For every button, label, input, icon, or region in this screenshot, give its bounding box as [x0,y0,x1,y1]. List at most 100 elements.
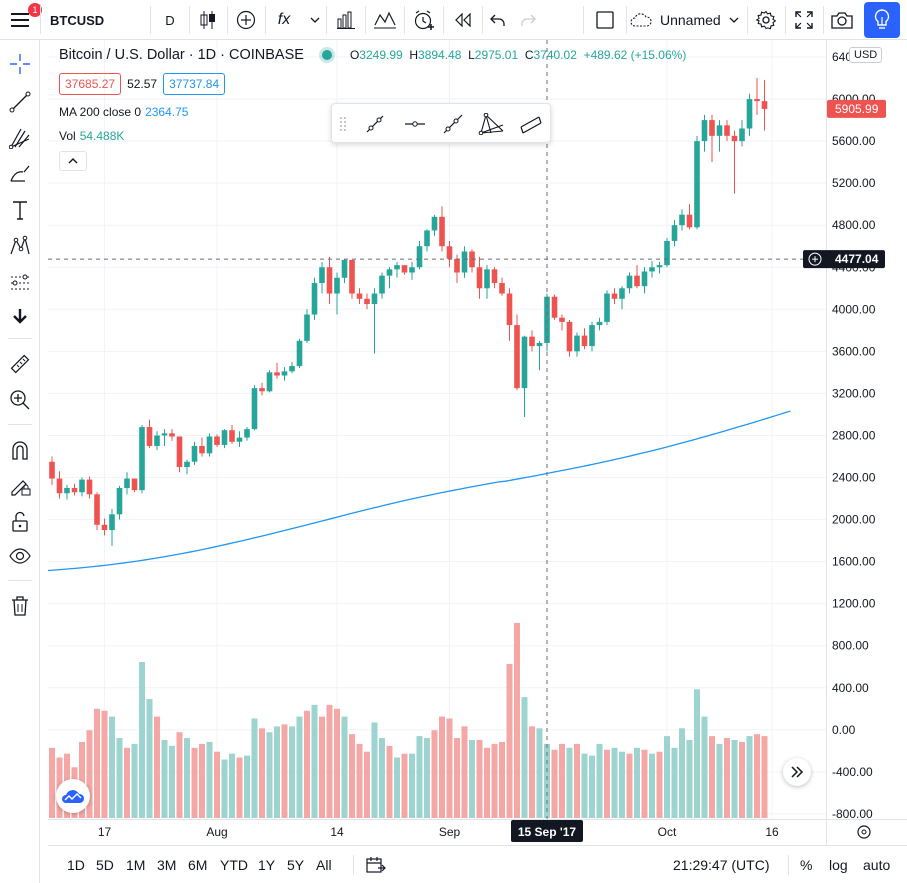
candle-body [416,246,423,268]
volume-bar [424,738,430,818]
candle-body [281,371,288,376]
volume-bar [431,730,438,818]
volume-bar [304,710,310,818]
candle-body [679,214,685,226]
magnet-tool[interactable] [4,434,36,466]
utc-clock[interactable]: 21:29:47 (UTC) [673,857,770,873]
volume-bar [551,749,558,818]
range-1m[interactable]: 1M [126,857,146,873]
volume-bar [139,662,145,818]
stay-in-drawing-mode[interactable] [4,470,36,502]
indicator-templates-button[interactable] [366,0,404,40]
chart-style-button[interactable] [190,0,226,40]
interval-button[interactable]: D [165,12,175,28]
candle-body [581,335,588,347]
remove-drawings-button[interactable] [4,590,36,622]
range-1d[interactable]: 1D [67,857,85,873]
symbol-search-button[interactable]: BTCUSD [50,12,105,28]
trend-line-tool[interactable] [358,108,392,140]
compare-symbol-button[interactable] [228,0,264,40]
select-layout-button[interactable] [585,0,625,40]
range-3m[interactable]: 3M [157,857,177,873]
measure-tool[interactable] [4,348,36,380]
brush-tool[interactable] [4,158,36,190]
financials-button[interactable] [327,0,365,40]
go-to-date-button[interactable] [366,846,386,883]
bar-replay-button[interactable] [444,0,482,40]
horizontal-line-tool[interactable] [398,108,432,140]
volume-bar [319,716,325,818]
volume-bar [296,716,303,818]
zoom-in-tool[interactable] [4,384,36,416]
rewind-icon [455,13,471,27]
magnet-icon [12,441,28,460]
candle-body [566,321,573,352]
time-tick-label: Oct [658,825,677,839]
divider [40,6,41,34]
create-alert-button[interactable] [405,0,443,40]
main-menu-button[interactable]: 1 [0,0,42,40]
pattern-tool[interactable] [4,230,36,262]
chart-settings-button[interactable] [748,0,784,40]
collapse-legend-button[interactable] [59,151,87,171]
scroll-to-realtime-button[interactable] [783,758,811,786]
range-all[interactable]: All [316,857,332,873]
save-layout-button[interactable]: Unnamed [630,0,750,40]
fullscreen-button[interactable] [786,0,822,40]
range-1y[interactable]: 1Y [258,857,276,873]
volume-label: Vol [59,129,76,143]
forecast-icon [11,274,29,290]
tradingview-logo[interactable] [56,779,90,813]
candle-body [176,436,183,467]
chevron-down-icon[interactable] [304,0,326,40]
range-5y[interactable]: 5Y [287,857,305,873]
volume-legend[interactable]: Vol 54.488K [59,129,124,143]
gear-icon[interactable] [857,825,871,839]
lock-drawings-button[interactable] [4,506,36,538]
candle-body [214,436,220,445]
fib-tool[interactable] [4,122,36,154]
hide-drawings-button[interactable] [4,540,36,572]
auto-scale-button[interactable]: auto [863,857,891,873]
volume-bar [289,726,295,818]
redo-button[interactable] [513,0,543,40]
plus-circle-icon [236,10,256,30]
volume-bar [49,747,55,818]
currency-badge[interactable]: USD [849,47,883,63]
price-tick-label: -400.00 [832,765,873,779]
ray-tool[interactable] [436,108,470,140]
drag-handle-icon[interactable] [334,108,352,140]
more-tools-button[interactable] [4,300,36,332]
take-snapshot-button[interactable] [824,0,860,40]
range-5d[interactable]: 5D [96,857,114,873]
undo-button[interactable] [483,0,513,40]
price-tick-label: 4000.00 [832,302,876,316]
publish-idea-button[interactable] [864,2,900,38]
volume-bar [596,743,603,818]
indicators-button[interactable]: fx [277,11,291,28]
percent-scale-button[interactable]: % [800,857,813,873]
text-tool[interactable] [4,194,36,226]
parallel-channel-tool[interactable] [514,108,548,140]
ma-legend[interactable]: MA 200 close 0 2364.75 [59,105,188,119]
chart-pane[interactable]: 6400.006000.005600.005200.004800.004400.… [48,40,907,845]
sell-price-button[interactable]: 37685.27 [59,73,122,95]
range-6m[interactable]: 6M [188,857,208,873]
price-chart[interactable]: 6400.006000.005600.005200.004800.004400.… [48,40,907,845]
trend-line-tool[interactable] [4,86,36,118]
crosshair-date-badge [511,820,583,842]
volume-bar [664,736,670,818]
candle-body [589,325,595,347]
volume-bar [611,747,618,818]
range-ytd[interactable]: YTD [220,857,248,873]
candle-body [146,427,153,446]
pitchfan-tool[interactable] [474,108,508,140]
candles-icon [200,11,215,29]
divider [365,6,366,34]
buy-price-button[interactable]: 37737.84 [163,73,226,95]
crosshair-tool[interactable] [4,48,36,80]
candle-body [491,269,498,284]
prediction-tool[interactable] [4,266,36,298]
series-title[interactable]: Bitcoin / U.S. Dollar · 1D · COINBASE [59,47,304,63]
log-scale-button[interactable]: log [829,857,848,873]
